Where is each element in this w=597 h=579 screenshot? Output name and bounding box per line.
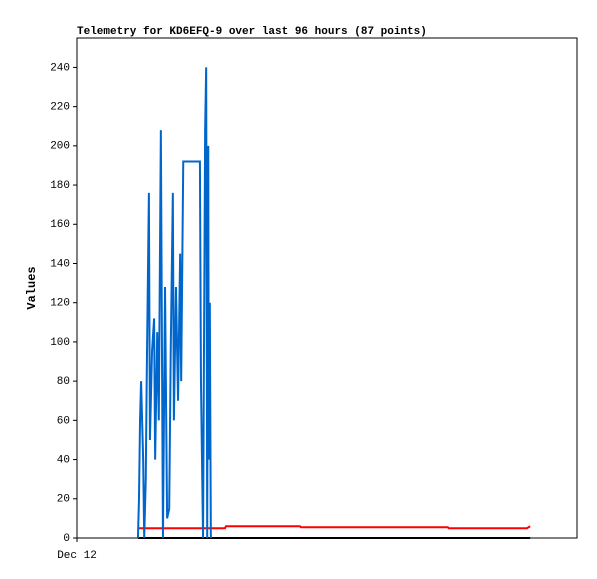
series-line: [137, 525, 531, 530]
y-tick-label: 240: [50, 62, 70, 74]
y-tick-label: 200: [50, 141, 70, 153]
plot-frame: [76, 37, 578, 539]
y-tick-label: 180: [50, 180, 70, 192]
y-tick-label: 140: [50, 258, 70, 270]
y-tick-label: 120: [50, 298, 70, 310]
chart-title: Telemetry for KD6EFQ-9 over last 96 hour…: [77, 26, 427, 38]
y-tick-label: 20: [57, 494, 70, 506]
y-tick-label: 60: [57, 415, 70, 427]
y-tick-label: 100: [50, 337, 70, 349]
y-tick-label: 160: [50, 219, 70, 231]
y-tick-label: 220: [50, 102, 70, 114]
y-tick-label: 80: [57, 376, 70, 388]
y-axis-label: Values: [25, 266, 39, 309]
series-line: [136, 67, 212, 539]
x-tick-label: Dec 12: [57, 550, 97, 562]
y-tick-label: 0: [63, 533, 70, 545]
y-tick-label: 40: [57, 454, 70, 466]
